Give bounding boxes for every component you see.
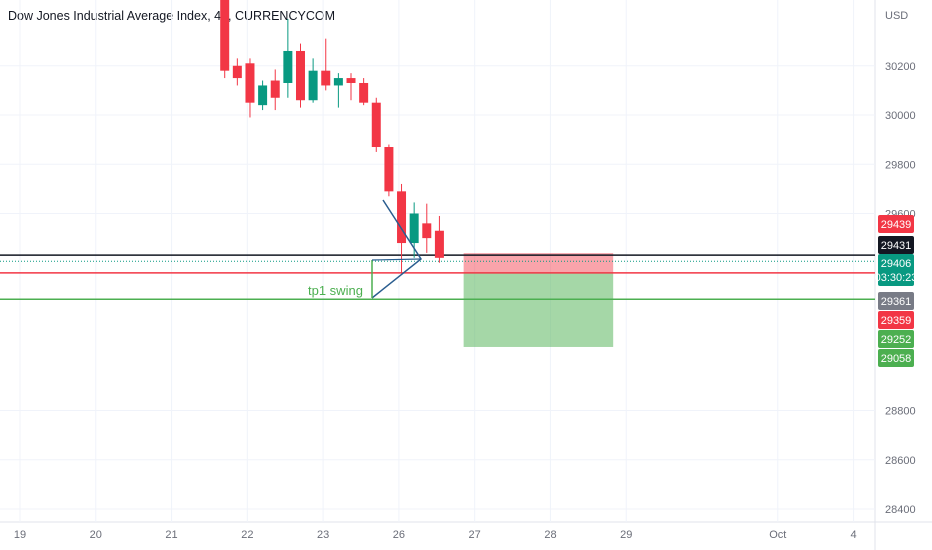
x-tick-label: 27 <box>469 529 481 541</box>
y-tick-label: 28800 <box>885 406 916 418</box>
y-tick-label: 28600 <box>885 455 916 467</box>
price-tag-value: 29058 <box>881 353 912 365</box>
candle-body[interactable] <box>434 230 444 258</box>
candle-body[interactable] <box>283 50 293 83</box>
y-tick-label: 30000 <box>885 110 916 122</box>
candle-body[interactable] <box>384 147 394 192</box>
x-tick-label: 29 <box>620 529 632 541</box>
candle-body[interactable] <box>333 78 343 86</box>
price-tag-background <box>878 292 914 310</box>
candle-body[interactable] <box>321 70 331 86</box>
price-tag-value: 29406 <box>881 258 912 270</box>
candle-body[interactable] <box>422 223 432 239</box>
y-tick-label: 30200 <box>885 61 916 73</box>
x-tick-label: 4 <box>851 529 857 541</box>
x-tick-label: 23 <box>317 529 329 541</box>
candle-body[interactable] <box>295 50 305 101</box>
price-tag-background <box>878 236 914 254</box>
candle-body[interactable] <box>258 85 268 106</box>
horizontal-lines <box>0 254 875 300</box>
price-tag-value: 29431 <box>881 240 912 252</box>
y-tick-label: 28400 <box>885 504 916 516</box>
candle-body[interactable] <box>220 0 230 71</box>
x-tick-label: Oct <box>769 529 786 541</box>
price-tag: 29361 <box>878 292 914 310</box>
candle-body[interactable] <box>409 213 419 244</box>
candle-body[interactable] <box>245 63 255 103</box>
tp1-swing-label: tp1 swing <box>308 283 363 298</box>
price-tag: 29431 <box>878 236 914 254</box>
price-tag: 29439 <box>878 215 914 233</box>
price-tag: 29359 <box>878 311 914 329</box>
x-tick-label: 28 <box>544 529 556 541</box>
x-tick-label: 21 <box>165 529 177 541</box>
annotations-layer: tp1 swing <box>308 283 363 298</box>
candle-body[interactable] <box>270 80 280 98</box>
price-tag-background <box>878 254 914 286</box>
price-tag-value: 29359 <box>881 315 912 327</box>
candle-body[interactable] <box>371 102 381 148</box>
stop-loss-zone[interactable] <box>463 253 614 273</box>
triangle-base-line[interactable] <box>371 258 422 261</box>
candles-layer <box>220 0 444 273</box>
price-tag-background <box>878 215 914 233</box>
price-tag-background <box>878 311 914 329</box>
x-tick-label: 19 <box>14 529 26 541</box>
candle-body[interactable] <box>308 70 318 101</box>
currency-label: USD <box>885 10 908 22</box>
price-tag: 29252 <box>878 330 914 348</box>
price-tag-background <box>878 330 914 348</box>
triangle-pattern-drawing[interactable] <box>371 199 422 299</box>
price-tag-value: 29361 <box>881 296 912 308</box>
price-tag-value: 29439 <box>881 219 912 231</box>
price-tag-value: 29252 <box>881 334 912 346</box>
take-profit-zone[interactable] <box>463 272 614 347</box>
price-tag: 29058 <box>878 349 914 367</box>
y-tick-label: 29800 <box>885 159 916 171</box>
candle-body[interactable] <box>397 191 407 244</box>
candle-body[interactable] <box>346 78 356 83</box>
long-position-tool[interactable] <box>463 253 614 347</box>
time-axis[interactable]: 19 20 21 22 23 26 27 28 29 Oct 4 <box>14 529 857 541</box>
x-tick-label: 26 <box>393 529 405 541</box>
price-tag-background <box>878 349 914 367</box>
x-tick-label: 22 <box>241 529 253 541</box>
countdown-timer: 03:30:23 <box>875 272 918 284</box>
price-tag: 29406 03:30:23 <box>875 254 918 286</box>
x-tick-label: 20 <box>90 529 102 541</box>
candle-body[interactable] <box>232 65 242 79</box>
candle-body[interactable] <box>359 82 369 103</box>
price-tags: 29439 29431 29406 03:30:23 29361 29359 29252 29… <box>875 215 918 367</box>
